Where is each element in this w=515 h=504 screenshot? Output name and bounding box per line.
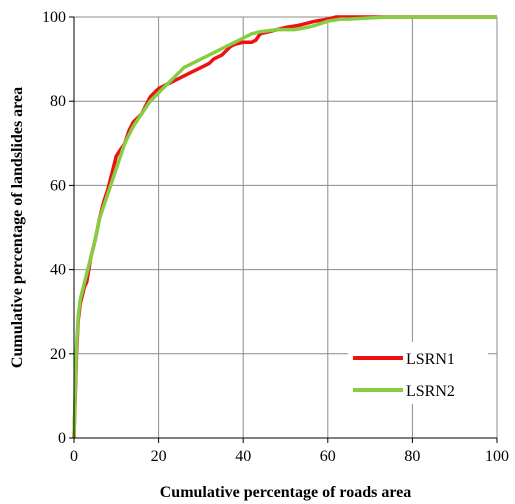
legend-label-lsrn2: LSRN2 xyxy=(406,383,455,400)
tick-labels: 0 20 40 60 80 100 0 20 40 60 80 100 xyxy=(42,9,509,465)
x-tick-label: 100 xyxy=(485,448,509,465)
x-tick-label: 80 xyxy=(404,448,420,465)
y-axis-title: Cumulative percentage of landslides area xyxy=(9,87,26,368)
x-axis-title: Cumulative percentage of roads area xyxy=(160,484,412,501)
series-layer xyxy=(72,15,497,439)
y-tick-label: 60 xyxy=(50,177,66,194)
legend-background xyxy=(348,342,488,404)
y-tick-label: 40 xyxy=(50,262,66,279)
y-tick-label: 20 xyxy=(50,346,66,363)
legend-label-lsrn1: LSRN1 xyxy=(406,351,455,368)
x-tick-label: 60 xyxy=(320,448,336,465)
y-tick-label: 100 xyxy=(42,9,66,26)
x-tick-label: 0 xyxy=(70,448,78,465)
series-line-lsrn2 xyxy=(72,15,497,439)
y-tick-label: 0 xyxy=(58,430,66,447)
x-tick-label: 40 xyxy=(235,448,251,465)
y-tick-label: 80 xyxy=(50,93,66,110)
legend: LSRN1 LSRN2 xyxy=(348,342,488,404)
x-tick-label: 20 xyxy=(151,448,167,465)
axes xyxy=(69,16,498,443)
